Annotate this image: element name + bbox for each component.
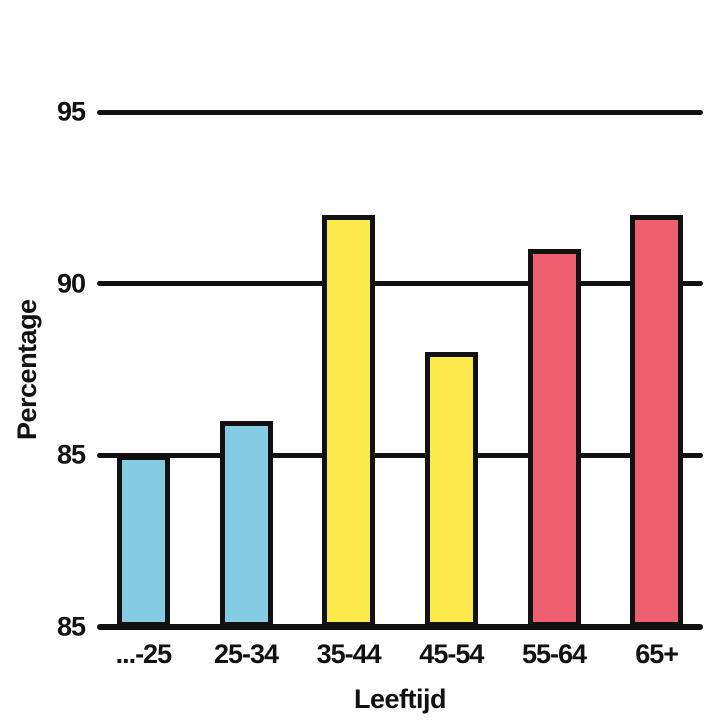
- x-tick-label: 55-64: [521, 639, 587, 669]
- x-tick-label: 45-54: [419, 639, 484, 669]
- y-tick-label: 90: [56, 268, 86, 299]
- y-tick-labels: 95 90 85 85: [0, 98, 86, 640]
- bar-5564: [527, 249, 581, 627]
- y-tick-label: 85: [56, 439, 86, 470]
- x-tick-labels: ...-25 25-34 35-44 45-54 55-64 65+: [92, 641, 708, 673]
- bar-2534: [219, 421, 273, 627]
- plot-area: [92, 109, 708, 630]
- gridline-95: [97, 109, 703, 115]
- gridline-85: [97, 452, 703, 458]
- x-axis-line: [97, 624, 703, 630]
- bar-25: [116, 455, 170, 627]
- bar-3544: [322, 215, 376, 627]
- bar-65+: [630, 215, 684, 627]
- bar-4554: [424, 352, 478, 627]
- gridline-90: [97, 281, 703, 287]
- x-tick-label: 25-34: [213, 639, 279, 669]
- y-tick-label: 95: [56, 96, 86, 127]
- y-tick-label: 85: [56, 611, 86, 642]
- x-tick-label: 65+: [635, 639, 679, 669]
- x-axis-title: Leeftijd: [353, 684, 447, 714]
- x-tick-label: 35-44: [316, 639, 382, 669]
- x-tick-label: ...-25: [115, 639, 173, 669]
